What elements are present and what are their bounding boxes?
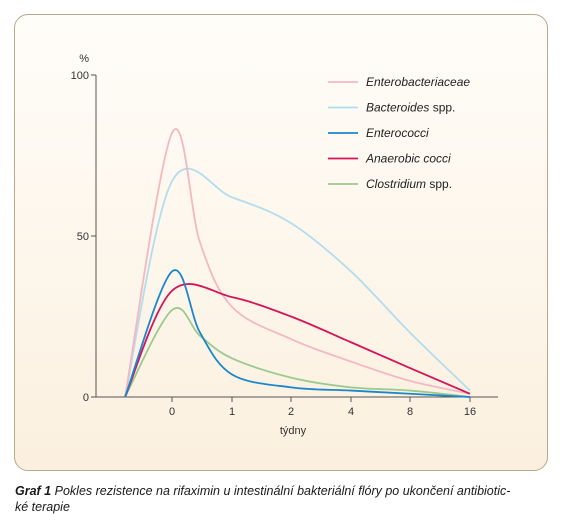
- legend-entry: Bacteroides spp.: [366, 101, 455, 115]
- y-tick-label: 100: [71, 70, 89, 82]
- chart-panel: [14, 14, 548, 471]
- series-line-anaerobic-cocci: [124, 283, 471, 398]
- caption-text: Pokles rezistence na rifaximin u intesti…: [54, 484, 511, 498]
- x-tick-label: 8: [407, 406, 413, 418]
- x-tick-label: 16: [464, 406, 476, 418]
- x-tick-label: 0: [169, 406, 175, 418]
- x-tick-label: 1: [229, 406, 235, 418]
- series-line-bacteroides-spp: [124, 167, 471, 398]
- series-line-clostridium-spp: [124, 307, 471, 398]
- caption-text-2: ké terapie: [15, 500, 70, 514]
- line-chart: 0 50 100% 0 1 2 4 8 16 týdny Enterobacteriaceae Bac…: [71, 53, 498, 437]
- figure-caption: Graf 1 Pokles rezistence na rifaximin u …: [15, 483, 555, 515]
- y-axis-label: %: [79, 53, 89, 65]
- legend-entry: Enterobacteriaceae: [366, 75, 470, 89]
- legend-entry: Clostridium spp.: [366, 177, 452, 191]
- x-tick-label: 4: [348, 406, 354, 418]
- legend-entry: Anaerobic cocci: [365, 152, 451, 166]
- series-line-enterococci: [124, 269, 471, 398]
- series-line-enterobacteriaceae: [124, 128, 471, 398]
- x-axis-label: týdny: [280, 425, 307, 437]
- y-tick-label: 50: [77, 231, 89, 243]
- legend-entry: Enterococci: [366, 126, 429, 140]
- caption-label: Graf 1: [15, 484, 52, 498]
- x-tick-label: 2: [288, 406, 294, 418]
- y-tick-label: 0: [83, 392, 89, 404]
